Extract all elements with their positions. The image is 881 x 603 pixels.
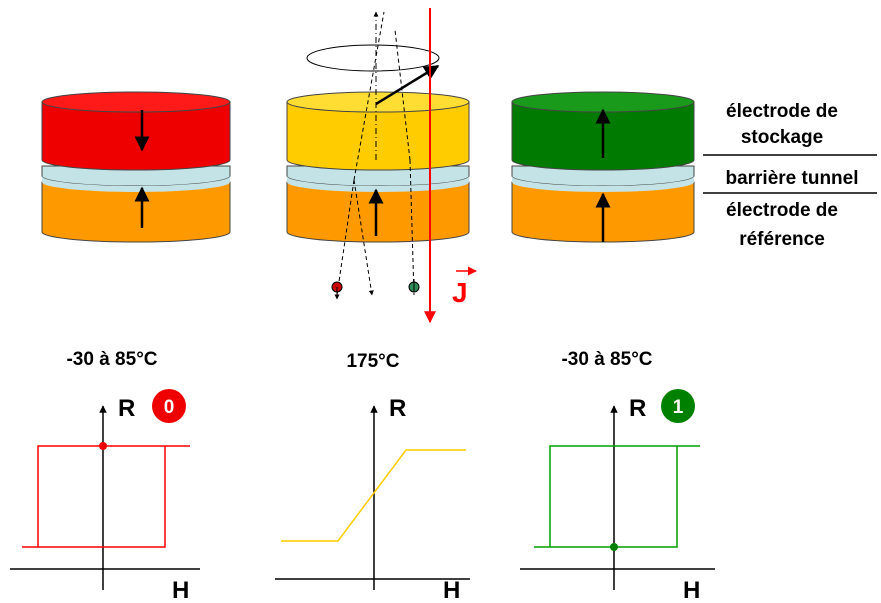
reference-electrode-layer [286, 181, 470, 243]
storage-electrode-label: électrode de [726, 101, 838, 122]
stack-parallel [511, 91, 695, 243]
operating-point [610, 543, 618, 551]
storage-electrode-layer [41, 91, 231, 171]
hysteresis-panel-heated: 175°C R H [275, 351, 470, 603]
x-axis-label: H [172, 577, 189, 603]
hysteresis-curve [22, 445, 190, 548]
stack-heated-write: J [286, 8, 477, 324]
reference-electrode-layer [41, 181, 231, 243]
storage-electrode-label: stockage [741, 127, 823, 148]
y-axis-label: R [629, 395, 646, 422]
layer-labels: électrode de stockage barrière tunnel él… [703, 101, 877, 250]
reference-electrode-label: référence [739, 229, 825, 250]
precession-ellipse [306, 44, 440, 72]
electron-path [336, 179, 355, 296]
tunnel-barrier-layer [511, 165, 695, 192]
temperature-label: 175°C [346, 351, 399, 372]
y-axis-label: R [389, 395, 406, 422]
state-badge [661, 389, 695, 423]
operating-point [99, 442, 107, 450]
electron-path [353, 11, 385, 181]
current-label: J [452, 277, 468, 308]
state-badge-label: 0 [164, 397, 175, 418]
hysteresis-panel-state-0: -30 à 85°C R H 0 [10, 349, 200, 603]
hysteresis-panel-state-1: -30 à 85°C R H 1 [520, 349, 715, 603]
state-badge-label: 1 [673, 397, 684, 418]
x-axis-label: H [683, 577, 700, 603]
tunnel-barrier-label: barrière tunnel [725, 168, 858, 189]
electron-path [409, 159, 415, 296]
electron-path [394, 29, 411, 161]
y-axis-label: R [118, 395, 135, 422]
stack-antiparallel [41, 91, 231, 243]
magnetization-curve [281, 449, 466, 542]
electron-path [353, 179, 374, 296]
state-badge [152, 389, 186, 423]
temperature-label: -30 à 85°C [66, 349, 157, 370]
hysteresis-curve [534, 445, 700, 548]
tunnel-barrier-layer [41, 165, 231, 192]
x-axis-label: H [443, 577, 460, 603]
reference-electrode-label: électrode de [726, 200, 838, 221]
tunnel-barrier-layer [286, 165, 470, 192]
storage-magnetization-arrow [375, 64, 440, 106]
temperature-label: -30 à 85°C [561, 349, 652, 370]
